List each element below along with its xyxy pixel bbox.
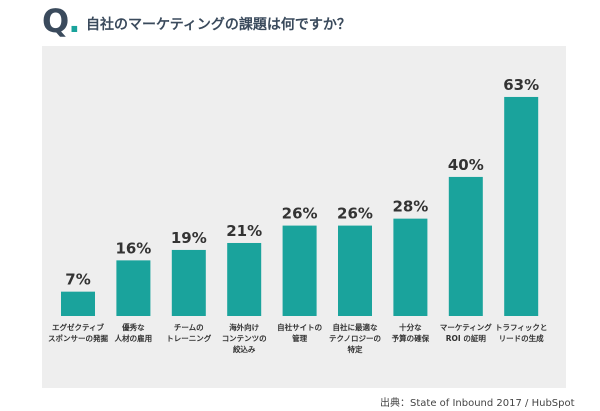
value-label-6: 28% <box>392 198 428 216</box>
value-label-7: 40% <box>448 156 484 174</box>
q-dot: . <box>68 2 80 40</box>
value-label-5: 26% <box>337 205 373 223</box>
category-label-1: 優秀な人材の雇用 <box>115 322 153 343</box>
bar-4 <box>282 225 317 316</box>
value-label-8: 63% <box>503 76 539 94</box>
category-label-3: 海外向けコンテンツの絞込み <box>222 322 267 354</box>
category-label-2: チームのトレーニング <box>166 323 211 343</box>
category-label-4: 自社サイトの管理 <box>277 322 322 343</box>
q-letter: Q <box>42 2 69 40</box>
header: Q. 自社のマーケティングの課題は何ですか？ <box>0 0 600 44</box>
source-credit: 出典：State of Inbound 2017 / HubSpot <box>380 398 575 409</box>
value-label-3: 21% <box>226 222 262 240</box>
bar-2 <box>171 249 206 316</box>
bar-0 <box>61 291 95 316</box>
bar-chart: 7% エグゼクティブスポンサーの発掘 16% 優秀な人材の雇用 19% チームのトレーニン… <box>48 76 547 354</box>
category-label-0: エグゼクティブスポンサーの発掘 <box>48 322 108 343</box>
value-label-0: 7% <box>65 271 90 289</box>
value-label-4: 26% <box>282 205 318 223</box>
value-label-2: 19% <box>171 229 207 247</box>
q-logo: Q. <box>42 2 80 40</box>
value-label-1: 16% <box>115 239 151 257</box>
category-label-8: トラフィックとリードの生成 <box>495 322 547 343</box>
bar-6 <box>393 218 428 316</box>
category-label-6: 十分な予算の確保 <box>392 322 430 343</box>
chart-panel: 7% エグゼクティブスポンサーの発掘 16% 優秀な人材の雇用 19% チームのトレーニン… <box>42 46 566 388</box>
category-label-7: マーケティング ROI の証明 <box>440 322 492 343</box>
bar-5 <box>338 225 372 316</box>
bar-3 <box>227 242 262 316</box>
bar-7 <box>448 176 483 316</box>
bar-8 <box>504 96 539 316</box>
bar-1 <box>116 260 151 316</box>
category-label-5: 自社に最適なテクノロジーの特定 <box>329 322 381 354</box>
chart-title: 自社のマーケティングの課題は何ですか？ <box>86 17 351 33</box>
